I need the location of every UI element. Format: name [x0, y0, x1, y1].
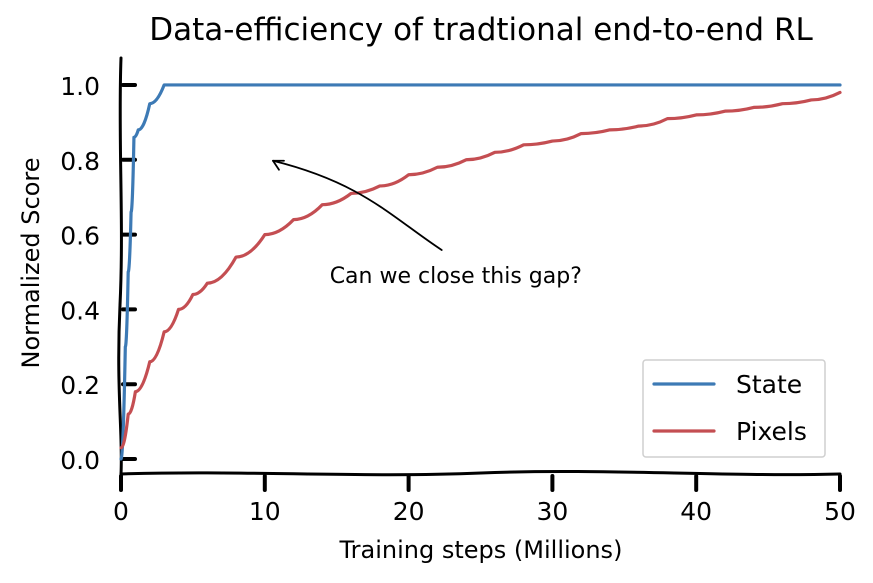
y-tick-label: 0.4 — [60, 296, 100, 325]
legend: State Pixels — [642, 359, 826, 458]
y-tick-label: 0.2 — [60, 371, 100, 400]
y-axis-label: Normalized Score — [17, 158, 45, 369]
chart-title: Data-efficiency of tradtional end-to-end… — [149, 12, 813, 48]
x-tick-label: 30 — [536, 497, 568, 526]
tick-marks: 0.0 0.2 0.4 0.6 0.8 1.0 0 10 20 30 40 50 — [60, 72, 856, 526]
annotation-text: Can we close this gap? — [330, 264, 582, 289]
x-axis-line — [119, 469, 842, 477]
y-tick-label: 0.6 — [60, 222, 100, 251]
x-tick-label: 40 — [680, 497, 712, 526]
series-line-state — [119, 83, 842, 461]
x-tick-label: 50 — [824, 497, 856, 526]
series-lines — [119, 83, 842, 461]
y-axis-line — [117, 56, 123, 476]
y-tick-label: 1.0 — [60, 72, 100, 101]
axes — [117, 56, 842, 477]
series-line-pixels — [119, 90, 842, 450]
x-tick-label: 10 — [249, 497, 281, 526]
x-axis-label: Training steps (Millions) — [339, 536, 623, 564]
x-tick-label: 20 — [393, 497, 425, 526]
annotation-arrowhead — [272, 159, 285, 171]
legend-label-pixels: Pixels — [736, 417, 807, 446]
x-tick-label: 0 — [113, 497, 129, 526]
legend-items: State Pixels — [652, 370, 807, 446]
y-tick-label: 0.8 — [60, 147, 100, 176]
annotation-group: Can we close this gap? — [272, 159, 582, 289]
y-tick-label: 0.0 — [60, 446, 100, 475]
annotation-arrow — [272, 159, 443, 251]
legend-label-state: State — [736, 370, 802, 399]
